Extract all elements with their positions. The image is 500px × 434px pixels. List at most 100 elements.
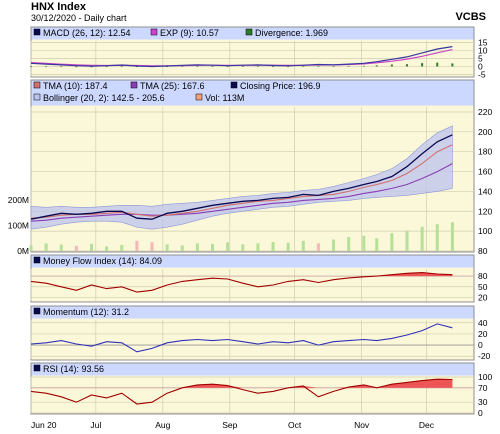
divergence-bar	[60, 66, 63, 68]
divergence-bar	[226, 66, 229, 68]
y-tick-label: 100	[478, 372, 492, 382]
divergence-bar	[317, 65, 320, 67]
y-tick-label: 100	[478, 226, 492, 236]
divergence-bar	[406, 64, 409, 67]
divergence-bar	[196, 65, 199, 67]
volume-bar	[405, 230, 409, 251]
volume-bar	[286, 242, 290, 251]
volume-tick-label: 100M	[8, 221, 29, 231]
divergence-bar	[390, 64, 393, 67]
legend-swatch-icon	[150, 28, 158, 36]
volume-bar	[195, 243, 199, 251]
y-tick-label: 120	[478, 206, 492, 216]
divergence-bar	[272, 66, 275, 68]
y-tick-label: 160	[478, 167, 492, 177]
legend-swatch-icon	[195, 93, 203, 101]
volume-bar	[332, 239, 336, 251]
volume-bar	[150, 242, 154, 251]
volume-bar	[271, 242, 275, 251]
volume-bar	[316, 243, 320, 251]
x-tick-label: Jul	[90, 420, 101, 430]
y-tick-label: 20	[478, 329, 488, 339]
chart-title: HNX Index	[31, 1, 87, 13]
legend-label: Divergence: 1.969	[255, 28, 328, 38]
legend-swatch-icon	[130, 81, 138, 89]
divergence-bar	[256, 66, 259, 67]
brand-label: VCBS	[455, 11, 486, 23]
volume-bar	[420, 226, 424, 251]
closing-price-line	[30, 134, 453, 220]
legend-swatch-icon	[33, 93, 41, 101]
volume-bar	[241, 244, 245, 251]
volume-bar	[135, 240, 139, 251]
divergence-bar	[211, 66, 214, 68]
divergence-bar	[451, 63, 454, 67]
chart-subtitle: 30/12/2020 - Daily chart	[31, 13, 127, 23]
rsi-overbought-fill	[31, 379, 453, 388]
legend-swatch-icon	[33, 81, 41, 89]
divergence-bar	[436, 62, 439, 67]
divergence-bar	[347, 65, 350, 67]
momentum-line	[30, 323, 453, 353]
volume-bar	[59, 244, 63, 251]
volume-bar	[180, 245, 184, 251]
volume-bar	[362, 235, 366, 251]
divergence-bar	[181, 66, 184, 67]
mfi-overbought-fill	[31, 272, 453, 277]
y-tick-label: 30	[478, 397, 488, 407]
y-tick-label: 180	[478, 147, 492, 157]
volume-bar	[435, 224, 439, 251]
y-tick-label: 15	[478, 38, 488, 48]
divergence-bar	[120, 66, 123, 67]
x-tick-label: Dec	[419, 420, 435, 430]
y-tick-label: 200	[478, 127, 492, 137]
legend-label: Money Flow Index (14): 84.09	[43, 256, 162, 266]
legend-label: Vol: 113M	[205, 93, 244, 103]
legend-label: Bollinger (20, 2): 142.5 - 205.6	[43, 93, 165, 103]
volume-tick-label: 200M	[8, 195, 29, 205]
bollinger-band	[30, 125, 453, 230]
divergence-bar	[362, 65, 365, 67]
divergence-bar	[90, 66, 93, 68]
volume-bar	[165, 244, 169, 251]
y-tick-label: 0	[478, 61, 483, 71]
divergence-bar	[75, 66, 78, 68]
volume-bar	[211, 243, 215, 251]
legend-swatch-icon	[245, 28, 253, 36]
y-tick-label: 0	[478, 340, 483, 350]
legend-swatch-icon	[33, 307, 41, 315]
macd-legend-strip	[31, 27, 474, 40]
volume-bar	[74, 245, 78, 251]
x-tick-label: Jun 20	[31, 420, 57, 430]
volume-tick-label: 0M	[17, 246, 29, 256]
legend-swatch-icon	[33, 364, 41, 372]
volume-bar	[44, 243, 48, 251]
y-tick-label: 0	[478, 408, 483, 418]
volume-bar	[90, 243, 94, 251]
y-tick-label: 20	[478, 292, 488, 302]
y-tick-label: 80	[478, 271, 488, 281]
legend-label: TMA (10): 187.4	[43, 81, 108, 91]
legend-label: Closing Price: 196.9	[240, 81, 321, 91]
rsi-line	[30, 378, 453, 405]
y-tick-label: 40	[478, 318, 488, 328]
volume-bar	[105, 246, 109, 251]
volume-bar	[120, 244, 124, 251]
price-panel: TMA (10): 187.4 TMA (25): 167.6 Closing Pr…	[8, 79, 492, 256]
momentum-legend-strip	[31, 306, 474, 319]
divergence-bar	[332, 66, 335, 68]
x-tick-label: Oct	[288, 420, 302, 430]
legend-swatch-icon	[230, 81, 238, 89]
divergence-bar	[30, 66, 32, 68]
y-tick-label: -5	[478, 69, 486, 79]
tma25-line	[30, 163, 453, 222]
legend-swatch-icon	[33, 256, 41, 264]
legend-label: MACD (26, 12): 12.54	[43, 28, 131, 38]
price-legend-strip	[31, 80, 474, 106]
legend-swatch-icon	[33, 28, 41, 36]
divergence-bar	[287, 66, 290, 68]
